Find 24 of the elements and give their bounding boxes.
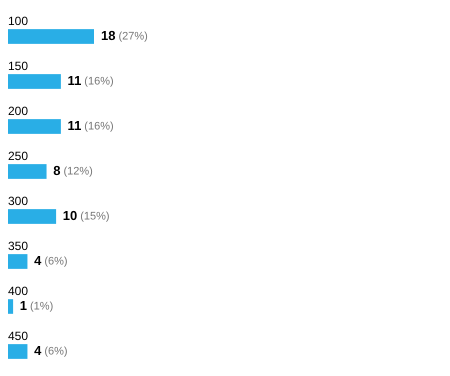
data-label: 10 (15%): [62, 208, 110, 224]
bar: [8, 164, 47, 179]
data-label: 8 (12%): [53, 163, 93, 178]
y-tick-label: 400: [8, 284, 28, 298]
data-label: 1 (1%): [20, 298, 54, 314]
y-tick-label: 250: [8, 148, 28, 163]
y-tick-label: 450: [8, 328, 28, 343]
bar: [8, 29, 94, 44]
bar: [8, 209, 56, 224]
y-tick-label: 100: [8, 14, 28, 28]
bar: [8, 344, 28, 359]
y-tick-label: 200: [8, 104, 28, 118]
bar: [8, 299, 14, 314]
data-label: 18 (27%): [101, 28, 148, 44]
y-tick-label: 350: [8, 238, 28, 253]
data-label: 4 (6%): [34, 343, 68, 358]
bar: [8, 119, 61, 134]
data-label: 11 (16%): [68, 73, 114, 88]
data-label: 4 (6%): [34, 253, 68, 268]
data-label: 11 (16%): [68, 118, 114, 134]
bar: [8, 74, 61, 89]
y-tick-label: 300: [8, 194, 28, 208]
bar: [8, 254, 28, 269]
y-tick-label: 150: [8, 58, 28, 73]
